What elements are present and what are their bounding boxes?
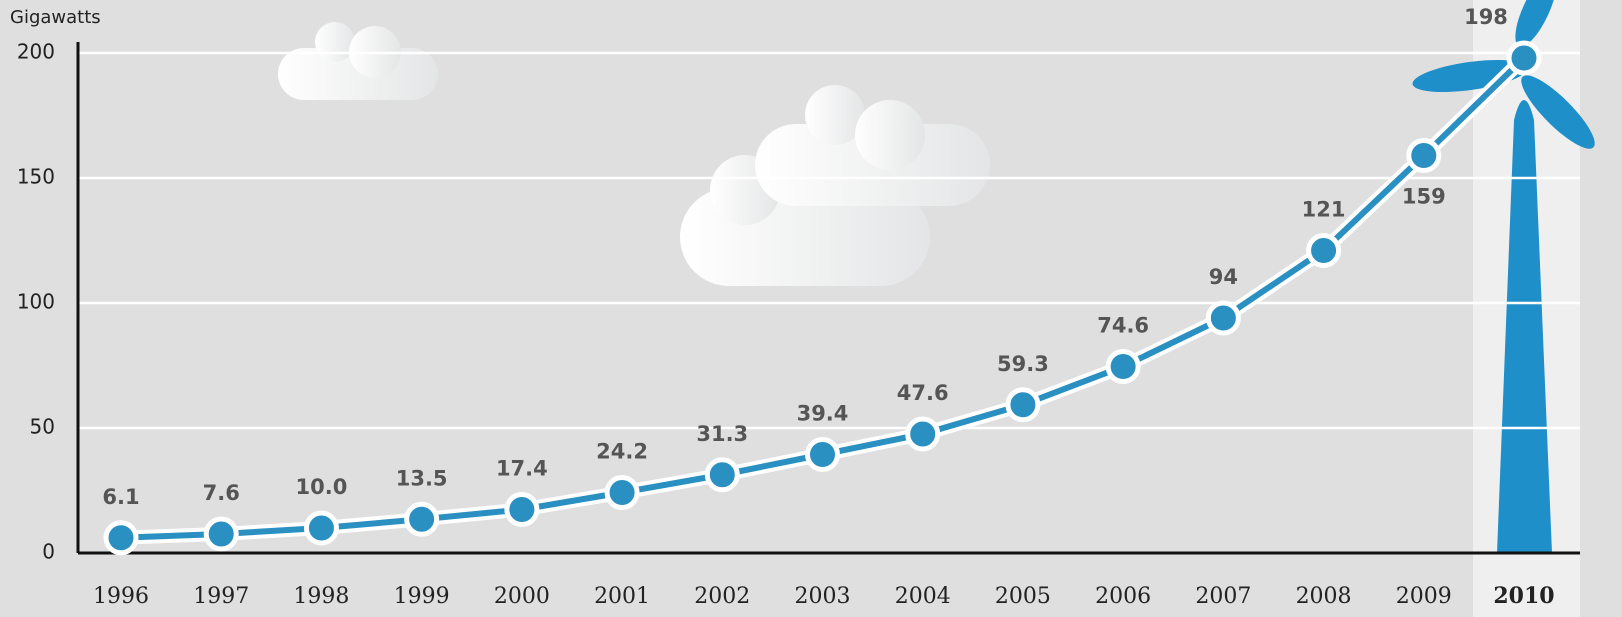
chart: Gigawatts 0 50 100 150 200 1996 1997 1998 1999 20… bbox=[0, 0, 1622, 617]
point bbox=[607, 478, 637, 508]
x-tick-label: 2003 bbox=[795, 584, 851, 609]
value-label: 198 bbox=[1464, 5, 1508, 29]
value-label: 6.1 bbox=[102, 485, 139, 509]
point bbox=[407, 504, 437, 534]
value-label: 24.2 bbox=[596, 440, 648, 464]
y-tick-label: 100 bbox=[17, 290, 55, 314]
point bbox=[1008, 390, 1038, 420]
y-tick-label: 150 bbox=[17, 165, 55, 189]
point bbox=[908, 419, 938, 449]
x-tick-label: 1997 bbox=[193, 584, 249, 609]
page: Gigawatts 0 50 100 150 200 1996 1997 1998 1999 20… bbox=[0, 0, 1622, 617]
value-label: 7.6 bbox=[203, 481, 240, 505]
point bbox=[106, 523, 136, 553]
point bbox=[1208, 303, 1238, 333]
point bbox=[1108, 352, 1138, 382]
value-label: 159 bbox=[1402, 185, 1446, 209]
point bbox=[507, 495, 537, 525]
y-axis-label: Gigawatts bbox=[10, 7, 101, 28]
x-tick-label: 2010 bbox=[1493, 583, 1554, 609]
value-label: 39.4 bbox=[797, 402, 849, 426]
x-tick-label: 1999 bbox=[394, 584, 450, 609]
point bbox=[1509, 43, 1539, 73]
x-tick-label: 2008 bbox=[1296, 584, 1352, 609]
x-tick-label: 2002 bbox=[694, 584, 750, 609]
x-tick-label: 2007 bbox=[1195, 584, 1251, 609]
background bbox=[0, 0, 1622, 617]
x-tick-label: 2006 bbox=[1095, 584, 1151, 609]
x-tick-label: 2001 bbox=[594, 584, 650, 609]
value-label: 59.3 bbox=[997, 352, 1049, 376]
y-tick-label: 0 bbox=[42, 540, 55, 564]
point bbox=[306, 513, 336, 543]
x-tick-label: 2009 bbox=[1396, 584, 1452, 609]
x-tick-label: 2000 bbox=[494, 584, 550, 609]
value-label: 47.6 bbox=[897, 381, 949, 405]
x-tick-label: 1996 bbox=[93, 584, 149, 609]
x-tick-label: 1998 bbox=[293, 584, 349, 609]
y-tick-label: 200 bbox=[17, 40, 55, 64]
value-label: 10.0 bbox=[296, 475, 348, 499]
x-tick-label: 2004 bbox=[895, 584, 951, 609]
value-label: 31.3 bbox=[696, 422, 748, 446]
point bbox=[808, 440, 838, 470]
value-label: 74.6 bbox=[1097, 314, 1149, 338]
point bbox=[1309, 236, 1339, 266]
value-label: 94 bbox=[1209, 265, 1238, 289]
point bbox=[1409, 141, 1439, 171]
x-tick-label: 2005 bbox=[995, 584, 1051, 609]
value-label: 17.4 bbox=[496, 457, 548, 481]
point bbox=[206, 519, 236, 549]
y-tick-label: 50 bbox=[30, 415, 55, 439]
point bbox=[707, 460, 737, 490]
value-label: 121 bbox=[1302, 198, 1346, 222]
value-label: 13.5 bbox=[396, 466, 448, 490]
